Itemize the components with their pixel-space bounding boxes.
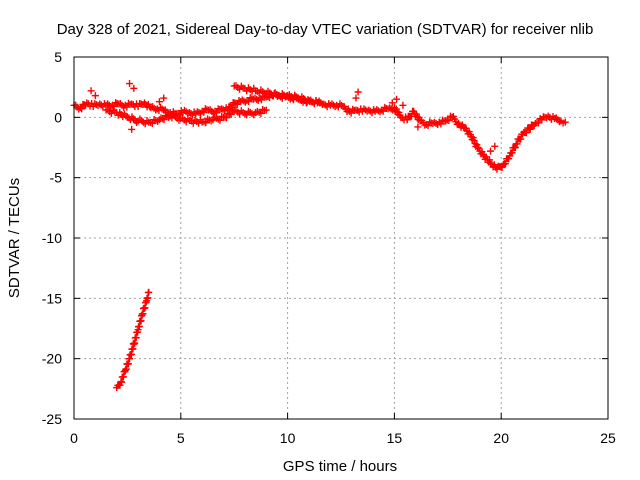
- data-point: [526, 125, 534, 133]
- y-axis-label: SDTVAR / TECUs: [6, 178, 23, 298]
- data-point: [403, 116, 411, 124]
- data-point: [158, 115, 166, 123]
- data-point: [112, 99, 120, 107]
- data-point: [216, 116, 224, 124]
- data-point: [257, 109, 265, 117]
- data-point: [445, 117, 453, 125]
- x-tick-label: 20: [493, 430, 509, 446]
- data-point: [393, 95, 401, 103]
- x-axis-label: GPS time / hours: [283, 458, 397, 475]
- data-point: [227, 110, 235, 118]
- data-point: [355, 108, 363, 116]
- data-point: [202, 119, 210, 127]
- data-point: [491, 142, 499, 150]
- y-tick-label: -25: [42, 411, 62, 427]
- data-point: [551, 115, 559, 123]
- data-point: [323, 103, 331, 111]
- y-tick-label: 0: [54, 109, 62, 125]
- data-point: [508, 149, 516, 157]
- data-point: [474, 144, 482, 151]
- data-point: [160, 94, 168, 102]
- x-tick-label: 10: [280, 430, 296, 446]
- x-tick-label: 5: [177, 430, 185, 446]
- data-point: [126, 80, 134, 88]
- data-point: [517, 135, 525, 143]
- data-point: [124, 99, 132, 107]
- data-point: [487, 147, 495, 155]
- data-point: [133, 119, 141, 127]
- data-point: [522, 129, 530, 137]
- data-point: [414, 123, 422, 131]
- data-point: [498, 163, 506, 171]
- data-point: [399, 101, 407, 109]
- data-point: [128, 125, 136, 133]
- grid: [74, 57, 608, 419]
- data-point: [354, 88, 362, 96]
- data-points: [70, 80, 569, 392]
- data-point: [221, 107, 229, 115]
- data-point: [561, 118, 569, 126]
- x-tick-label: 25: [600, 430, 616, 446]
- data-point: [368, 109, 376, 117]
- chart-title: Day 328 of 2021, Sidereal Day-to-day VTE…: [57, 21, 594, 38]
- data-point: [349, 105, 357, 113]
- data-point: [501, 160, 509, 168]
- data-point: [201, 105, 209, 113]
- data-point: [78, 105, 86, 113]
- data-point: [91, 92, 99, 100]
- data-point: [513, 140, 521, 148]
- data-point: [511, 143, 519, 151]
- data-point: [87, 87, 95, 95]
- data-point: [487, 159, 495, 167]
- data-point: [535, 119, 543, 127]
- data-point: [130, 84, 138, 92]
- data-point: [388, 99, 396, 107]
- data-point: [145, 288, 153, 296]
- data-point: [99, 103, 107, 111]
- x-tick-label: 0: [70, 430, 78, 446]
- y-tick-label: 5: [54, 49, 62, 65]
- data-point: [485, 156, 493, 164]
- ticks: 0 5 10 15 20 25 5 0 -5 -10 -15 -20 -25: [42, 49, 616, 446]
- data-point: [555, 118, 563, 126]
- x-tick-label: 15: [387, 430, 403, 446]
- y-tick-label: -15: [42, 290, 62, 306]
- data-point: [158, 105, 166, 113]
- data-point: [262, 106, 270, 114]
- data-point: [243, 111, 251, 119]
- data-point: [316, 99, 324, 107]
- y-tick-label: -10: [42, 230, 62, 246]
- data-point: [160, 116, 168, 124]
- data-point: [148, 119, 156, 127]
- data-point: [223, 114, 231, 122]
- data-point: [189, 111, 197, 119]
- data-point: [352, 94, 360, 102]
- y-tick-label: -20: [42, 351, 62, 367]
- y-tick-label: -5: [50, 170, 63, 186]
- data-point: [155, 98, 163, 106]
